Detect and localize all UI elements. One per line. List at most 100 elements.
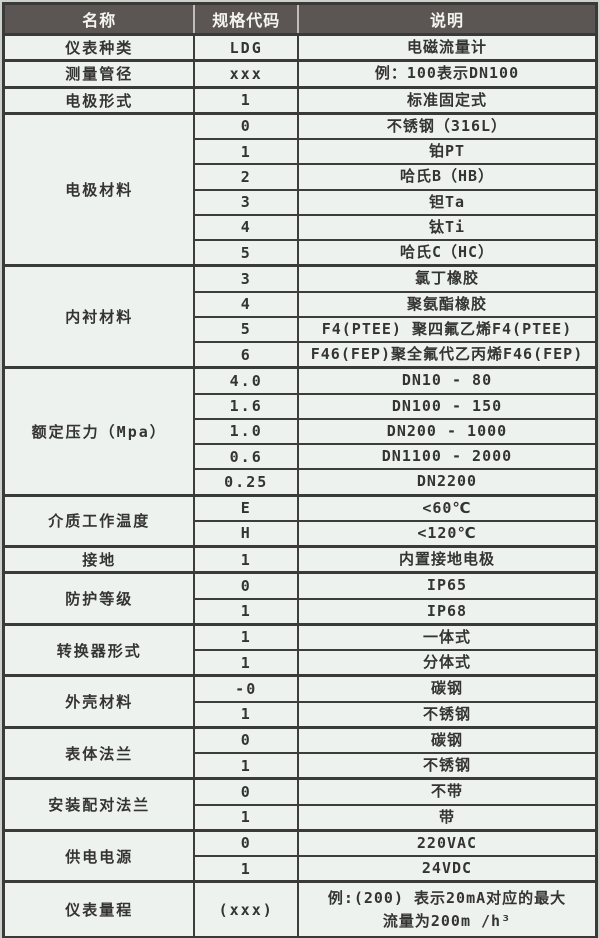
description-cell: 例:(200) 表示20mA对应的最大 流量为200m /h³ xyxy=(296,880,598,938)
spec-code-cell: 0 xyxy=(193,777,299,806)
spec-code-cell: -0 xyxy=(193,674,299,703)
parameter-name-cell: 测量管径 xyxy=(2,59,196,89)
spec-group: 仪表量程 (xxx) 例:(200) 表示20mA对应的最大 流量为200m /h³ xyxy=(2,880,598,938)
table-row: 1.0 DN200 - 1000 xyxy=(4,417,598,446)
table-row: 4 聚氨酯橡胶 xyxy=(4,290,598,318)
table-row: H <120℃ xyxy=(4,519,598,548)
description-cell: IP68 xyxy=(296,597,598,626)
table-row: 内衬材料 3 氯丁橡胶 xyxy=(2,264,598,369)
description-cell: 不锈钢 xyxy=(296,752,598,780)
table-row: 电极形式 1 标准固定式 xyxy=(2,85,598,115)
spec-group: 供电电源 0 220VAC 1 24VDC xyxy=(2,829,598,883)
spec-code-cell: 5 xyxy=(193,239,299,267)
spec-code-cell: 0 xyxy=(193,726,299,754)
table-row: 5 F4(PTEE) 聚四氟乙烯F4(PTEE) xyxy=(4,315,598,344)
table-row: 供电电源 0 220VAC xyxy=(2,829,598,883)
description-cell: 220VAC xyxy=(296,829,598,857)
description-cell: 不带 xyxy=(296,777,598,806)
parameter-name-cell: 仪表量程 xyxy=(2,880,196,938)
description-cell: 哈氏B（HB） xyxy=(296,163,598,191)
spec-group: 内衬材料 3 氯丁橡胶 4 聚氨酯橡胶 5 F4(PTEE) 聚四氟乙烯F4(PTEE) 6 F… xyxy=(2,264,598,369)
parameter-name-cell: 介质工作温度 xyxy=(2,494,196,548)
table-row: 电极材料 0 不锈钢（316L） xyxy=(2,112,598,267)
table-row: 仪表种类 LDG 电磁流量计 xyxy=(2,33,598,62)
spec-code-cell: 1 xyxy=(193,545,299,574)
parameter-name-cell: 防护等级 xyxy=(2,571,196,626)
parameter-name-cell: 额定压力（Mpa） xyxy=(2,366,196,497)
parameter-name-cell: 内衬材料 xyxy=(2,264,196,369)
parameter-name-cell: 安装配对法兰 xyxy=(2,777,196,832)
spec-code-cell: (xxx) xyxy=(193,880,299,938)
description-cell: DN1100 - 2000 xyxy=(296,442,598,471)
table-row: 接地 1 内置接地电极 xyxy=(2,545,598,574)
parameter-name-cell: 接地 xyxy=(2,545,196,574)
description-cell: DN100 - 150 xyxy=(296,392,598,420)
spec-group: 转换器形式 1 一体式 1 分体式 xyxy=(2,623,598,677)
spec-code-cell: 5 xyxy=(193,315,299,344)
spec-code-cell: 1.0 xyxy=(193,417,299,446)
spec-group: 外壳材料 -0 碳钢 1 不锈钢 xyxy=(2,674,598,729)
description-cell: 氯丁橡胶 xyxy=(296,264,598,293)
description-cell: DN2200 xyxy=(296,468,598,496)
table-row: 额定压力（Mpa） 4.0 DN10 - 80 xyxy=(2,366,598,497)
spec-code-cell: 1 xyxy=(193,649,299,677)
spec-group: 测量管径 xxx 例：100表示DN100 xyxy=(2,59,598,89)
spec-code-cell: 1 xyxy=(193,752,299,780)
table-row: 0.25 DN2200 xyxy=(4,468,598,496)
description-cell: 24VDC xyxy=(296,855,598,883)
spec-group: 电极材料 0 不锈钢（316L） 1 铂PT 2 哈氏B（HB） 3 钽Ta 4 钛Ti 5 哈氏C（H… xyxy=(2,112,598,267)
table-row: 1 不锈钢 xyxy=(4,752,598,780)
spec-group: 防护等级 0 IP65 1 IP68 xyxy=(2,571,598,626)
spec-code-cell: H xyxy=(193,519,299,548)
header-name-column: 名称 xyxy=(2,2,196,36)
description-cell: F46(FEP)聚全氟代乙丙烯F46(FEP) xyxy=(296,341,598,369)
description-cell: 标准固定式 xyxy=(296,85,598,115)
spec-code-cell: 1 xyxy=(193,803,299,832)
table-row: 转换器形式 1 一体式 xyxy=(2,623,598,677)
spec-code-cell: LDG xyxy=(193,33,299,62)
table-row: 表体法兰 0 碳钢 xyxy=(2,726,598,780)
spec-code-cell: 0 xyxy=(193,829,299,857)
description-cell: F4(PTEE) 聚四氟乙烯F4(PTEE) xyxy=(296,315,598,344)
table-row: 6 F46(FEP)聚全氟代乙丙烯F46(FEP) xyxy=(4,341,598,369)
description-cell: 不锈钢 xyxy=(296,700,598,729)
spec-group: 接地 1 内置接地电极 xyxy=(2,545,598,574)
spec-group: 介质工作温度 E <60℃ H <120℃ xyxy=(2,494,598,548)
header-desc-column: 说明 xyxy=(296,2,598,36)
parameter-name-cell: 供电电源 xyxy=(2,829,196,883)
description-cell: 碳钢 xyxy=(296,726,598,754)
header-code-column: 规格代码 xyxy=(193,2,299,36)
table-row: 1 24VDC xyxy=(4,855,598,883)
description-cell: 带 xyxy=(296,803,598,832)
description-cell: 钽Ta xyxy=(296,188,598,216)
parameter-name-cell: 外壳材料 xyxy=(2,674,196,729)
spec-code-cell: 0 xyxy=(193,112,299,140)
description-cell: 分体式 xyxy=(296,649,598,677)
description-cell: 铂PT xyxy=(296,137,598,166)
spec-code-cell: 3 xyxy=(193,188,299,216)
spec-group: 电极形式 1 标准固定式 xyxy=(2,85,598,115)
description-cell: 电磁流量计 xyxy=(296,33,598,62)
table-row: 3 钽Ta xyxy=(4,188,598,216)
description-cell: DN200 - 1000 xyxy=(296,417,598,446)
spec-code-cell: 1 xyxy=(193,855,299,883)
spec-code-cell: 1 xyxy=(193,700,299,729)
table-row: 安装配对法兰 0 不带 xyxy=(2,777,598,832)
description-cell: 内置接地电极 xyxy=(296,545,598,574)
description-cell: 哈氏C（HC） xyxy=(296,239,598,267)
table-header-row: 名称 规格代码 说明 xyxy=(2,2,598,36)
description-cell: 一体式 xyxy=(296,623,598,651)
parameter-name-cell: 转换器形式 xyxy=(2,623,196,677)
description-cell: 不锈钢（316L） xyxy=(296,112,598,140)
spec-group: 额定压力（Mpa） 4.0 DN10 - 80 1.6 DN100 - 150 1.0 DN… xyxy=(2,366,598,497)
description-cell: 例：100表示DN100 xyxy=(296,59,598,89)
table-row: 2 哈氏B（HB） xyxy=(4,163,598,191)
table-row: 1 铂PT xyxy=(4,137,598,166)
spec-code-cell: 4 xyxy=(193,213,299,242)
parameter-name-cell: 电极形式 xyxy=(2,85,196,115)
table-row: 4 钛Ti xyxy=(4,213,598,242)
parameter-name-cell: 表体法兰 xyxy=(2,726,196,780)
